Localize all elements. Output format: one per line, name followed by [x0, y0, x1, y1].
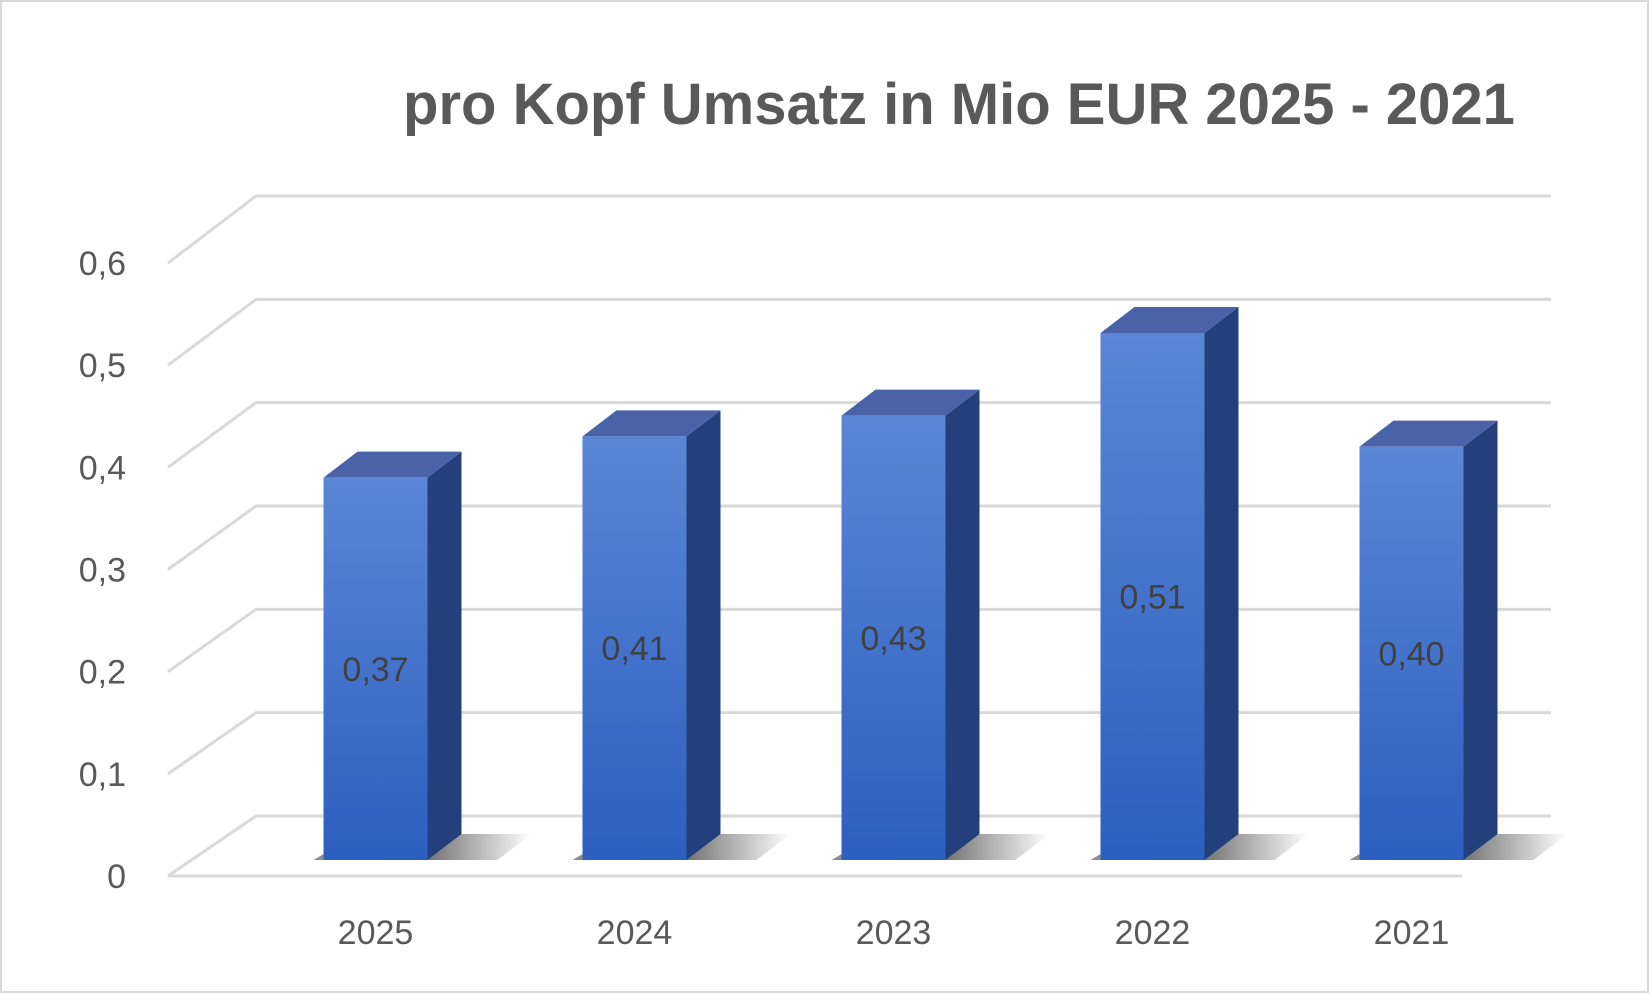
bar-side — [1204, 307, 1239, 860]
bar-top — [1359, 420, 1498, 447]
bar-shadow — [427, 834, 532, 860]
y-tick-label: 0,3 — [79, 552, 126, 590]
bar-shadow — [1463, 834, 1568, 860]
bar-top — [1100, 307, 1239, 333]
y-tick-label: 0 — [107, 858, 126, 896]
y-axis-ticks: 0 0,1 0,2 0,3 0,4 0,5 0,6 — [79, 245, 126, 896]
bar-front — [323, 477, 428, 860]
y-tick-label: 0,1 — [79, 756, 126, 794]
data-label: 0,41 — [601, 630, 667, 668]
bar-shadow — [1204, 834, 1309, 860]
bar: 0,41 — [572, 410, 791, 860]
bar-front — [1100, 333, 1205, 860]
bar-top — [582, 410, 721, 437]
bar: 0,43 — [831, 389, 1050, 860]
gridlines — [167, 194, 1551, 878]
y-tick-label: 0,4 — [79, 449, 126, 487]
bar-top — [323, 451, 462, 478]
bar-shadow — [686, 834, 791, 860]
gridline — [167, 297, 1551, 367]
x-tick-label: 2021 — [1374, 914, 1450, 952]
bar: 0,37 — [313, 451, 532, 860]
bar-side — [686, 410, 721, 860]
gridline — [167, 194, 1551, 265]
bar-front — [841, 415, 946, 860]
bar-front — [582, 436, 687, 860]
bar-front — [1359, 446, 1464, 860]
y-tick-label: 0,5 — [79, 347, 126, 385]
bar-side — [427, 451, 462, 860]
bar-side — [1463, 420, 1498, 860]
bar-side — [945, 389, 980, 860]
bar: 0,40 — [1349, 420, 1568, 860]
data-label: 0,40 — [1378, 635, 1444, 673]
x-tick-label: 2022 — [1115, 914, 1191, 952]
x-tick-label: 2023 — [856, 914, 932, 952]
data-label: 0,43 — [860, 620, 926, 658]
bar-shadow — [945, 834, 1050, 860]
data-label: 0,51 — [1119, 579, 1185, 617]
x-tick-label: 2025 — [338, 914, 414, 952]
y-tick-label: 0,6 — [79, 245, 126, 283]
y-tick-label: 0,2 — [79, 654, 126, 692]
bar-top — [841, 389, 980, 416]
bars: 0,37 0,41 0,43 0,51 0,40 — [313, 307, 1568, 860]
bar: 0,51 — [1090, 307, 1309, 860]
data-label: 0,37 — [342, 651, 408, 689]
x-tick-label: 2024 — [597, 914, 673, 952]
x-axis-ticks: 2025 2024 2023 2022 2021 — [338, 914, 1450, 952]
chart-title: pro Kopf Umsatz in Mio EUR 2025 - 2021 — [403, 72, 1515, 137]
